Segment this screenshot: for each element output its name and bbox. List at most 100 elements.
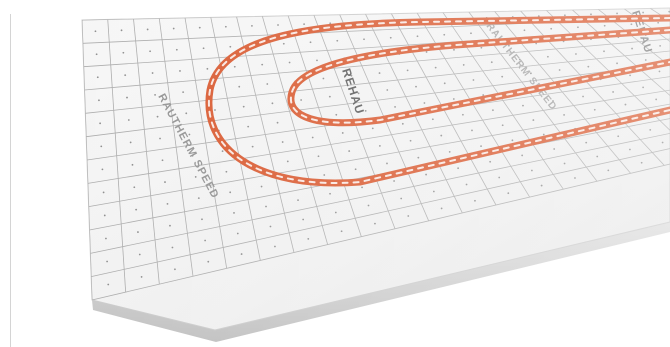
grid-dot	[341, 132, 344, 134]
grid-dot	[221, 150, 224, 153]
grid-dot	[269, 225, 272, 228]
grid-dot	[105, 237, 107, 240]
grid-dot	[98, 99, 100, 102]
grid-dot	[311, 136, 314, 139]
grid-dot	[185, 112, 188, 115]
grid-dot	[96, 76, 99, 79]
grid-dot	[334, 211, 337, 214]
grid-dot	[229, 45, 232, 48]
grid-dot	[658, 70, 661, 73]
grid-dot	[94, 30, 97, 33]
grid-dot	[174, 268, 176, 271]
grid-dot	[659, 44, 662, 47]
grid-dot	[498, 176, 501, 179]
grid-dot	[367, 204, 370, 207]
grid-dot	[103, 214, 106, 217]
grid-dot	[452, 98, 455, 100]
grid-dot	[423, 102, 426, 104]
grid-dot	[179, 70, 181, 72]
grid-dot	[100, 145, 103, 148]
grid-dot	[198, 26, 201, 29]
grid-dot	[492, 109, 494, 112]
grid-dot	[133, 186, 136, 189]
grid-dot	[328, 95, 331, 98]
grid-dot	[340, 230, 343, 233]
grid-dot	[175, 48, 178, 51]
grid-dot	[206, 67, 209, 70]
grid-dot	[530, 169, 533, 172]
grid-dot	[501, 124, 504, 127]
grid-dot	[378, 72, 381, 74]
grid-dot	[386, 89, 389, 91]
grid-dot	[511, 139, 514, 142]
grid-dot	[590, 13, 592, 16]
grid-dot	[265, 205, 267, 208]
grid-dot	[335, 113, 338, 116]
grid-dot	[247, 125, 250, 128]
grid-dot	[197, 197, 200, 200]
grid-dot	[348, 150, 351, 152]
grid-dot	[164, 181, 166, 183]
grid-dot	[281, 141, 284, 143]
grid-dot	[655, 98, 658, 101]
grid-dot	[122, 51, 125, 54]
grid-dot	[102, 191, 105, 194]
grid-dot	[354, 168, 357, 171]
grid-dot	[161, 159, 164, 162]
grid-dot	[540, 184, 543, 187]
grid-dot	[593, 108, 596, 111]
grid-dot	[251, 24, 253, 27]
grid-dot	[323, 174, 326, 176]
grid-dot	[443, 82, 446, 85]
grid-dot	[448, 150, 451, 153]
grid-dot	[480, 46, 483, 49]
grid-dot	[440, 207, 443, 210]
grid-dot	[151, 72, 154, 74]
grid-dot	[286, 160, 289, 163]
grid-dot	[303, 23, 305, 26]
grid-dot	[470, 32, 472, 35]
grid-dot	[417, 156, 420, 159]
grid-dot	[521, 154, 524, 157]
grid-dot	[329, 192, 331, 195]
grid-dot	[603, 24, 606, 27]
grid-dot	[169, 224, 171, 227]
grid-dot	[542, 133, 545, 136]
grid-dot	[644, 59, 647, 61]
grid-dot	[563, 162, 566, 165]
grid-dot	[462, 64, 465, 66]
grid-dot	[563, 14, 566, 17]
grid-dot	[127, 119, 130, 121]
grid-dot	[172, 27, 175, 30]
grid-dot	[240, 253, 243, 255]
grid-dot	[406, 69, 409, 72]
grid-dot	[149, 50, 151, 53]
grid-dot	[386, 162, 388, 165]
grid-dot	[582, 95, 584, 98]
grid-dot	[242, 105, 245, 108]
grid-dot	[99, 122, 102, 125]
grid-dot	[617, 135, 620, 138]
grid-dot	[457, 167, 460, 170]
grid-dot	[616, 12, 618, 15]
grid-dot	[489, 160, 492, 163]
grid-dot	[138, 253, 141, 256]
grid-dot	[596, 155, 599, 158]
grid-dot	[236, 232, 239, 235]
grid-dot	[393, 180, 395, 182]
grid-dot	[642, 86, 645, 89]
grid-dot	[260, 185, 263, 188]
grid-dot	[480, 145, 482, 148]
grid-dot	[472, 79, 475, 81]
grid-dot	[229, 191, 232, 194]
grid-dot	[389, 36, 392, 39]
grid-dot	[434, 66, 437, 69]
grid-dot	[225, 170, 228, 173]
grid-dot	[251, 145, 254, 148]
grid-dot	[277, 24, 279, 26]
grid-dot	[432, 190, 435, 193]
grid-dot	[126, 96, 128, 99]
grid-dot	[523, 29, 526, 32]
grid-dot	[274, 245, 276, 248]
